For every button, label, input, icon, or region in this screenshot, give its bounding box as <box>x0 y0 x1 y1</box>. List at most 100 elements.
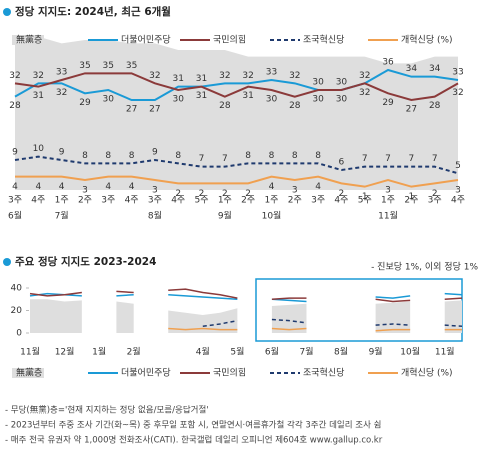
data-label: 8 <box>129 151 135 161</box>
data-label: 32 <box>149 71 160 81</box>
legend-label: 국민의힘 <box>213 35 246 46</box>
series-line <box>14 155 459 175</box>
data-label: 2 <box>175 189 181 199</box>
data-label: 9 <box>152 148 158 158</box>
legend-label: 無黨층 <box>16 367 42 379</box>
data-label: 7 <box>385 154 391 164</box>
data-label: 31 <box>196 74 207 84</box>
x-tick-label: 3주 <box>148 195 162 206</box>
title-bullet <box>3 258 11 266</box>
data-label: 27 <box>406 105 417 115</box>
data-label: 3 <box>385 186 391 196</box>
legend-label: 개혁신당 (%) <box>401 368 453 379</box>
series-line <box>14 68 459 101</box>
data-label: 3 <box>455 186 461 196</box>
data-label: 2 <box>199 189 205 199</box>
x-tick-label: 3주 <box>8 195 22 206</box>
data-label: 1 <box>409 192 415 202</box>
data-label: 36 <box>382 58 394 68</box>
data-label: 4 <box>59 182 65 192</box>
data-label: 32 <box>289 71 300 81</box>
data-label: 8 <box>292 151 298 161</box>
x-tick-label: 1월 <box>92 346 106 358</box>
month-label: 10월 <box>262 210 282 222</box>
data-label: 32 <box>56 88 67 98</box>
x-tick-label: 10월 <box>400 346 420 358</box>
data-label: 7 <box>409 154 415 164</box>
data-label: 28 <box>429 101 441 111</box>
data-label: 8 <box>82 151 88 161</box>
data-label: 2 <box>222 189 228 199</box>
data-label: 33 <box>266 68 277 78</box>
month-label: 7월 <box>55 210 69 222</box>
data-label: 8 <box>245 151 251 161</box>
data-label: 32 <box>359 88 370 98</box>
x-tick-label: 2주 <box>78 195 92 206</box>
data-label: 31 <box>242 91 253 101</box>
legend-label: 조국혁신당 <box>303 35 344 46</box>
data-label: 6 <box>339 158 345 168</box>
data-label: 30 <box>172 95 184 105</box>
data-label: 7 <box>362 154 368 164</box>
area <box>444 300 462 333</box>
data-label: 32 <box>359 71 370 81</box>
legend-label: 더불어민주당 <box>121 368 171 379</box>
data-label: 7 <box>222 154 228 164</box>
data-label: 9 <box>59 148 65 158</box>
legend-swatch <box>12 368 44 378</box>
data-label: 8 <box>175 151 181 161</box>
x-tick-label: 1주 <box>264 195 278 206</box>
month-label: 9월 <box>218 210 232 222</box>
series-line <box>168 327 462 332</box>
data-label: 4 <box>129 182 135 192</box>
x-tick-label: 7월 <box>299 346 313 358</box>
data-label: 2 <box>339 189 345 199</box>
data-label: 34 <box>406 64 418 74</box>
series-line <box>15 175 459 188</box>
data-label: 35 <box>103 61 114 71</box>
x-tick-label: 4월 <box>196 346 210 358</box>
data-label: 35 <box>126 61 137 71</box>
x-tick-label: 1주 <box>381 195 395 206</box>
footnote: - 매주 전국 유권자 약 1,000명 전화조사(CATI). 한국갤럽 데일… <box>5 435 383 446</box>
data-label: 31 <box>33 91 44 101</box>
data-label: 30 <box>266 95 278 105</box>
chart-title: 주요 정당 지지도 2023-2024 <box>15 255 156 268</box>
x-tick-label: 1주 <box>218 195 232 206</box>
area <box>30 299 82 333</box>
data-label: 4 <box>105 182 111 192</box>
data-label: 27 <box>126 105 137 115</box>
x-tick-label: 3주 <box>311 195 325 206</box>
data-label: 3 <box>292 186 298 196</box>
x-tick-label: 2주 <box>404 195 418 206</box>
data-label: 8 <box>269 151 275 161</box>
area <box>116 301 134 333</box>
data-label: 32 <box>242 71 253 81</box>
title-bullet <box>3 8 11 16</box>
data-label: 3 <box>82 186 88 196</box>
x-tick-label: 3주 <box>428 195 442 206</box>
x-tick-label: 5주 <box>358 195 372 206</box>
footnote: - 무당(無黨)층='현재 지지하는 정당 없음/모름/응답거절' <box>5 405 209 416</box>
x-tick-label: 2월 <box>127 346 141 358</box>
data-label: 30 <box>336 78 348 88</box>
note: - 진보당 1%, 이외 정당 1% <box>371 261 478 273</box>
x-tick-label: 3주 <box>101 195 115 206</box>
series-line <box>14 72 459 102</box>
x-tick-label: 8월 <box>334 346 348 358</box>
data-label: 35 <box>79 61 90 71</box>
y-tick-label: 20 <box>11 306 23 316</box>
data-label: 7 <box>199 154 205 164</box>
x-tick-label: 4주 <box>451 195 465 206</box>
x-tick-label: 9월 <box>369 346 383 358</box>
x-tick-label: 4주 <box>334 195 348 206</box>
data-label: 29 <box>382 98 394 108</box>
area <box>271 303 307 333</box>
month-label: 6월 <box>8 210 22 222</box>
data-label: 10 <box>33 144 45 154</box>
data-label: 32 <box>33 71 44 81</box>
data-label: 27 <box>149 105 160 115</box>
series-line <box>202 318 463 327</box>
data-label: 28 <box>219 101 231 111</box>
area <box>168 308 238 333</box>
